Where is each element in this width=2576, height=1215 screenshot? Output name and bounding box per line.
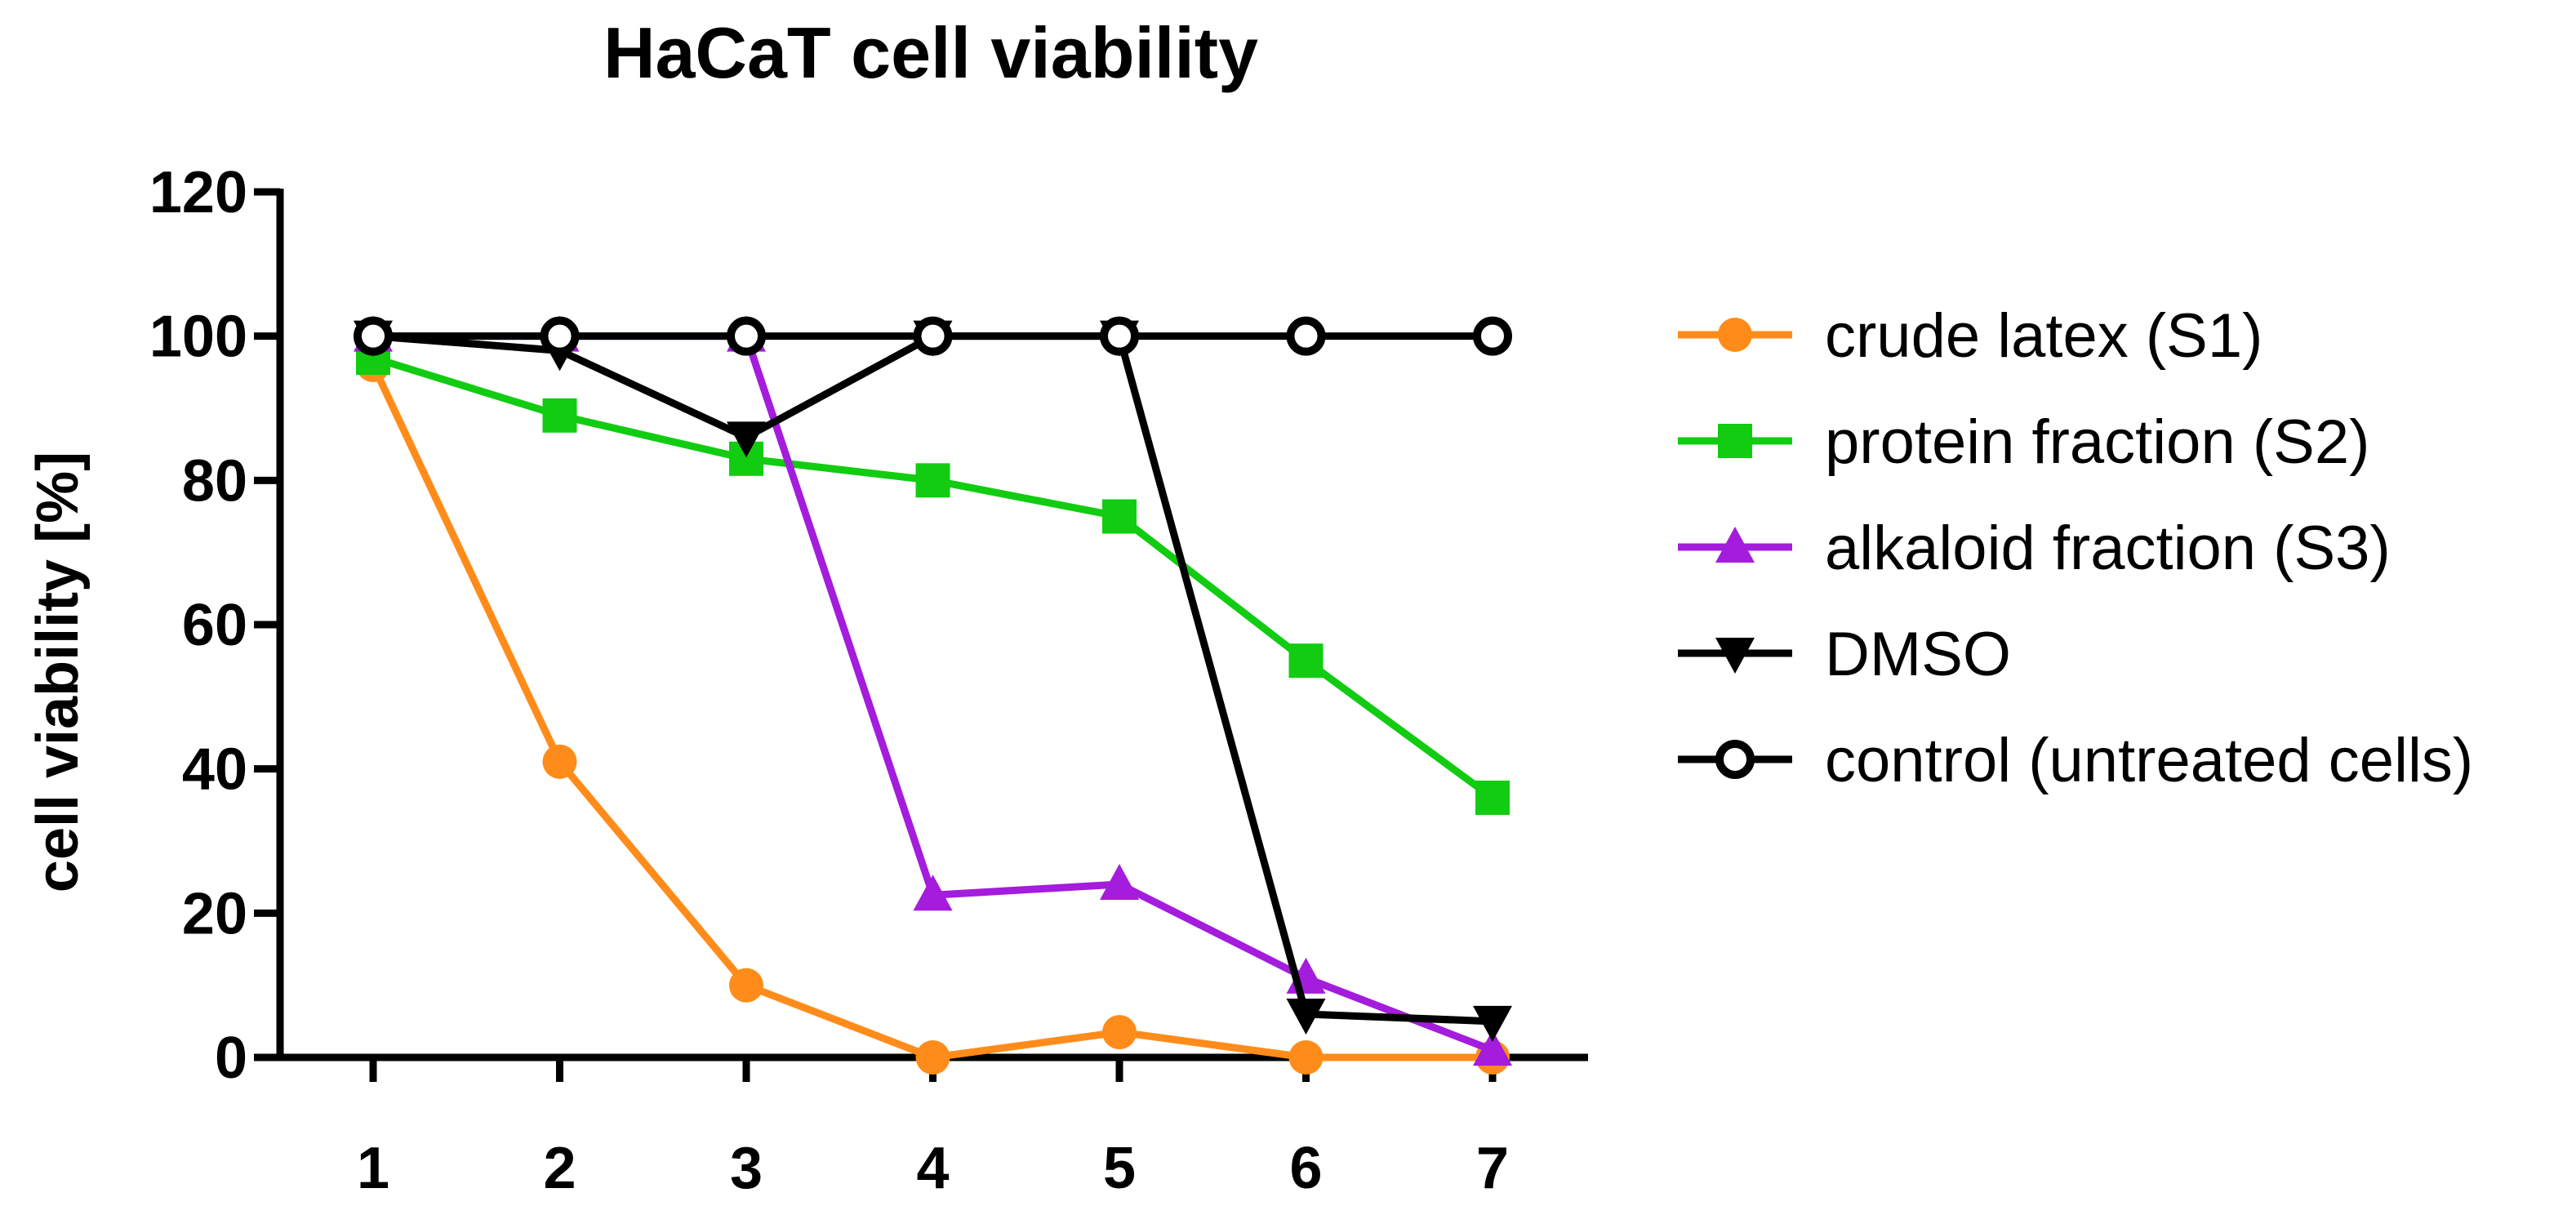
data-point <box>915 1040 950 1075</box>
data-point <box>1475 781 1510 815</box>
y-tick-label: 20 <box>182 881 247 946</box>
x-tick-label: 3 <box>730 1136 763 1201</box>
legend-label: crude latex (S1) <box>1825 301 2262 371</box>
data-point <box>915 463 950 498</box>
data-point <box>1102 1015 1137 1050</box>
data-point <box>1288 643 1324 679</box>
data-point <box>913 875 953 911</box>
legend-item: protein fraction (S2) <box>1678 407 2369 477</box>
legend-marker <box>1718 424 1752 458</box>
legend-marker <box>1718 318 1752 352</box>
x-tick-label: 7 <box>1476 1136 1509 1201</box>
x-tick-label: 4 <box>916 1136 949 1201</box>
series-1 <box>356 340 1510 815</box>
data-point <box>1473 1005 1512 1042</box>
data-point <box>542 744 577 779</box>
legend-item: DMSO <box>1678 620 2011 689</box>
legend: crude latex (S1) protein fraction (S2) alk… <box>1678 301 2473 795</box>
legend-marker <box>1715 638 1755 674</box>
data-point <box>542 398 577 433</box>
data-point <box>540 316 580 356</box>
data-point <box>913 316 953 356</box>
data-point <box>1102 499 1137 534</box>
y-tick-label: 120 <box>149 160 247 225</box>
y-tick-label: 60 <box>182 593 247 658</box>
data-point <box>1286 999 1326 1035</box>
legend-marker <box>1715 527 1755 563</box>
legend-label: control (untreated cells) <box>1825 726 2473 795</box>
series-0 <box>356 348 1510 1075</box>
data-point <box>1100 316 1139 356</box>
legend-item: alkaloid fraction (S3) <box>1678 514 2391 583</box>
x-tick-label: 1 <box>357 1136 389 1201</box>
y-tick-label: 0 <box>215 1026 247 1091</box>
legend-label: protein fraction (S2) <box>1825 407 2369 477</box>
data-point <box>727 421 766 458</box>
data-point <box>1473 316 1512 356</box>
y-axis-label: cell viability [%] <box>25 452 91 892</box>
legend-label: alkaloid fraction (S3) <box>1825 514 2391 583</box>
x-tick-label: 2 <box>543 1136 576 1201</box>
x-tick-label: 6 <box>1289 1136 1322 1201</box>
legend-item: crude latex (S1) <box>1678 301 2262 371</box>
series-4 <box>354 316 1512 356</box>
data-point <box>354 316 393 356</box>
chart-title: HaCaT cell viability <box>603 12 1258 93</box>
data-point <box>727 316 766 356</box>
legend-item: control (untreated cells) <box>1678 726 2473 795</box>
y-tick-label: 80 <box>182 448 247 514</box>
x-tick-label: 5 <box>1103 1136 1136 1201</box>
plot-area: 0 20 40 60 80 100 120 1 2 3 4 5 6 7 <box>149 160 1588 1201</box>
data-point <box>729 968 763 1003</box>
y-tick-label: 40 <box>182 737 247 803</box>
series-line <box>371 354 1495 801</box>
legend-marker <box>1715 740 1755 779</box>
legend-label: DMSO <box>1825 620 2011 689</box>
series-line <box>373 332 1494 1054</box>
y-tick-label: 100 <box>149 305 247 370</box>
data-point <box>1286 316 1326 356</box>
data-point <box>1288 1040 1324 1075</box>
data-point <box>1100 864 1139 900</box>
data-point <box>1473 1030 1512 1066</box>
